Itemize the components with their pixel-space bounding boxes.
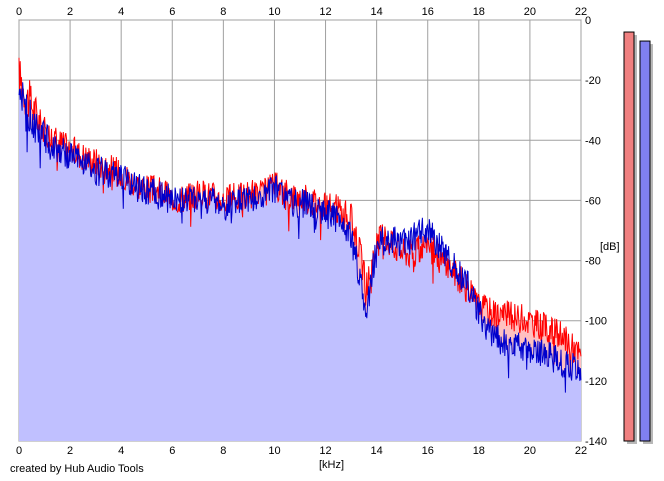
y-tick-label: -120 (585, 376, 607, 388)
x-tick-label-top: 10 (268, 6, 280, 18)
x-tick-label-top: 4 (118, 6, 124, 18)
level-meter-2 (639, 40, 651, 442)
series-line-1 (18, 57, 582, 373)
series-area-2 (19, 82, 581, 442)
x-axis-label: [kHz] (319, 459, 344, 471)
spectrum-fills (19, 57, 581, 442)
x-tick-label-bottom: 10 (268, 445, 280, 457)
level-meter-1 (623, 31, 635, 442)
spectrum-lines (18, 57, 582, 393)
x-tick-label-top: 2 (67, 6, 73, 18)
x-tick-label-top: 20 (524, 6, 536, 18)
y-tick-label: -60 (585, 195, 601, 207)
y-tick-label: -20 (585, 75, 601, 87)
x-tick-label-bottom: 20 (524, 445, 536, 457)
x-tick-label-top: 8 (220, 6, 226, 18)
x-tick-label-bottom: 16 (422, 445, 434, 457)
x-tick-label-top: 14 (371, 6, 383, 18)
x-tick-label-top: 0 (16, 6, 22, 18)
x-tick-label-top: 18 (473, 6, 485, 18)
y-tick-label: -80 (585, 256, 601, 268)
y-tick-label: -40 (585, 135, 601, 147)
x-tick-label-top: 22 (575, 6, 587, 18)
y-tick-label: 0 (585, 15, 591, 27)
level-meters (623, 31, 653, 445)
x-tick-label-bottom: 12 (319, 445, 331, 457)
x-tick-label-top: 6 (169, 6, 175, 18)
x-tick-label-top: 12 (319, 6, 331, 18)
series-line-2 (18, 82, 582, 393)
x-tick-label-bottom: 0 (16, 445, 22, 457)
x-tick-label-bottom: 8 (220, 445, 226, 457)
x-tick-label-bottom: 18 (473, 445, 485, 457)
x-tick-label-bottom: 22 (575, 445, 587, 457)
x-tick-label-top: 16 (422, 6, 434, 18)
tick-labels: 002244668810101212141416161818202022220-… (16, 6, 607, 457)
y-tick-label: -140 (585, 436, 607, 448)
y-tick-label: -100 (585, 316, 607, 328)
y-axis-label: [dB] (600, 241, 620, 253)
x-tick-label-bottom: 2 (67, 445, 73, 457)
x-tick-label-bottom: 6 (169, 445, 175, 457)
x-tick-label-bottom: 14 (371, 445, 383, 457)
credit-text: created by Hub Audio Tools (10, 463, 144, 475)
x-tick-label-bottom: 4 (118, 445, 124, 457)
